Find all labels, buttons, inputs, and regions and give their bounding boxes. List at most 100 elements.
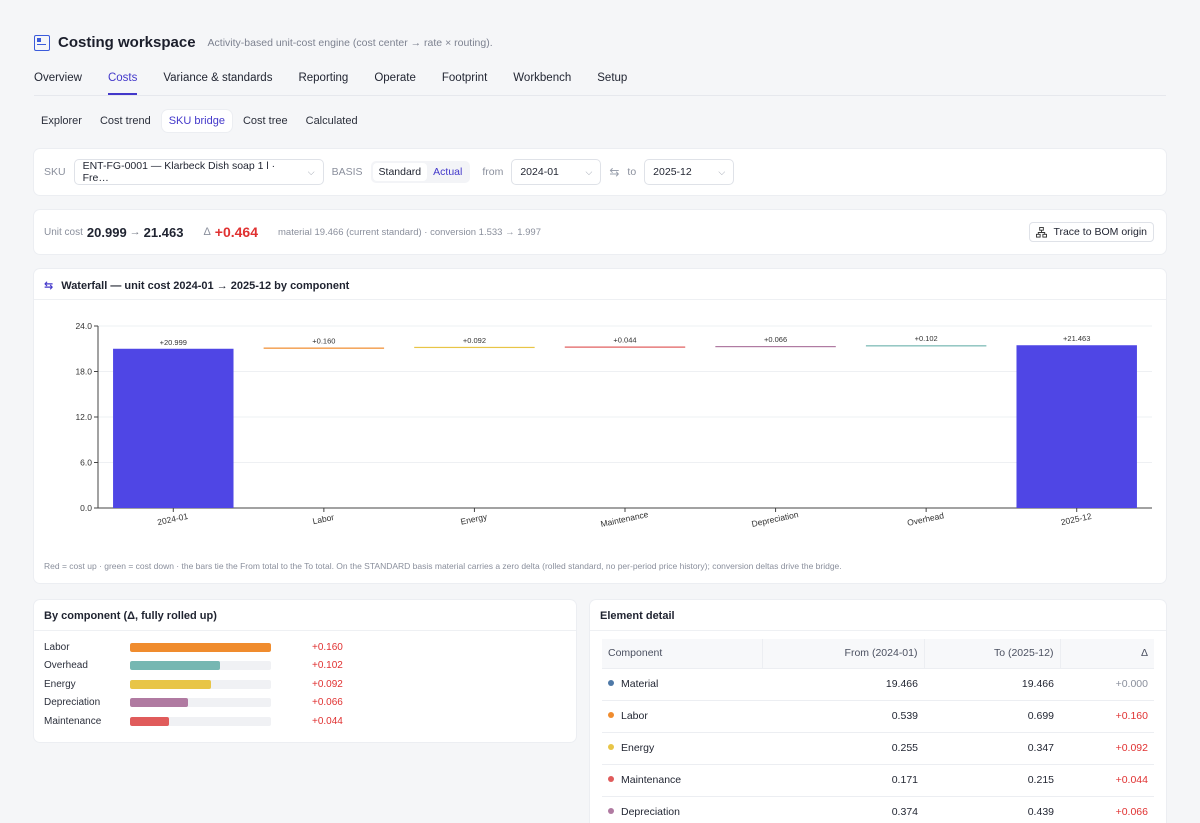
component-delta: +0.066 [312,696,343,708]
component-bar [130,679,212,689]
filter-bar: SKU ENT-FG-0001 — Klarbeck Dish soap 1 l… [34,149,1166,195]
component-bar-track [130,660,271,670]
component-row: Maintenance +0.044 [44,714,364,728]
swap-icon[interactable]: ⇆ [609,165,620,179]
to-period-select[interactable]: 2025-12 ⌵ [644,159,735,185]
hierarchy-icon [1036,226,1048,238]
to-value: 0.439 [924,796,1060,823]
from-period-value: 2024-01 [520,166,559,178]
component-name: Energy [44,678,76,690]
depreciation-color-dot [608,808,614,814]
subtab-cost-trend[interactable]: Cost trend [99,115,151,127]
page-subtitle: Activity-based unit-cost engine (cost ce… [207,36,493,49]
from-period-select[interactable]: 2024-01 ⌵ [511,159,602,185]
waterfall-bar [715,346,836,348]
material-color-dot [608,680,614,686]
tab-footprint[interactable]: Footprint [441,72,488,84]
column-header-delta[interactable]: Δ [1059,639,1154,669]
trace-bom-button[interactable]: Trace to BOM origin [1029,222,1154,242]
bar-value-label: +0.044 [613,336,636,345]
waterfall-bar [564,346,686,348]
from-value: 0.539 [762,700,924,733]
element-detail-title: Element detail [600,610,675,622]
y-tick-label: 12.0 [75,412,92,422]
swap-icon: ⇆ [44,280,54,292]
x-tick-label: Overhead [906,510,945,528]
sku-select[interactable]: ENT-FG-0001 — Klarbeck Dish soap 1 l · F… [73,159,324,185]
arrow-icon: → [129,226,141,238]
component-delta: +0.092 [312,678,343,690]
tab-workbench[interactable]: Workbench [513,72,572,84]
chart-title: Waterfall — unit cost 2024-01 → 2025-12 … [61,279,350,292]
x-tick-label: Maintenance [600,509,650,529]
subtab-calculated[interactable]: Calculated [305,115,358,127]
divider [34,299,1166,300]
divider [590,630,1166,631]
from-value: 0.374 [762,796,924,823]
component-bar-track [130,642,271,652]
waterfall-bar [113,348,234,508]
to-unit-cost: 21.463 [143,224,184,240]
element-detail-card: Element detail Component From (2024-01) … [590,600,1166,823]
tab-overview[interactable]: Overview [34,72,82,84]
unit-cost-label: Unit cost [44,226,83,238]
subtab-sku-bridge[interactable]: SKU bridge [161,110,232,132]
to-value: 19.466 [924,668,1060,701]
bar-value-label: +0.160 [312,337,335,346]
x-tick-label: 2025-12 [1060,511,1093,527]
y-tick-label: 18.0 [75,367,92,377]
labor-color-dot [608,712,614,718]
column-header-from[interactable]: From (2024-01) [761,639,924,669]
table-header-row: Component From (2024-01) To (2025-12) Δ [602,639,1154,669]
energy-color-dot [608,744,614,750]
column-header-component[interactable]: Component [602,639,762,669]
to-value: 0.347 [924,732,1060,765]
component-bar-track [130,679,271,689]
sku-value: ENT-FG-0001 — Klarbeck Dish soap 1 l · F… [82,160,276,184]
bar-value-label: +0.066 [764,335,787,344]
sub-tabs: Explorer Cost trend SKU bridge Cost tree… [34,110,365,132]
trace-bom-label: Trace to BOM origin [1053,226,1147,238]
component-name: Overhead [44,659,88,671]
waterfall-bar [1016,345,1137,508]
table-row[interactable]: Labor 0.539 0.699 +0.160 [602,700,1154,733]
component-bar-track [130,716,271,726]
component-bar [130,642,271,652]
component-row: Energy +0.092 [44,677,364,691]
tab-setup[interactable]: Setup [597,72,628,84]
subtab-explorer[interactable]: Explorer [41,115,82,127]
component-name: Labor [44,641,70,653]
table-row[interactable]: Material 19.466 19.466 +0.000 [602,668,1154,701]
table-row[interactable]: Maintenance 0.171 0.215 +0.044 [602,764,1154,797]
component-delta: +0.044 [312,715,343,727]
basis-standard-option[interactable]: Standard [372,163,428,181]
subtab-cost-tree[interactable]: Cost tree [242,115,288,127]
from-unit-cost: 20.999 [86,224,127,240]
sku-label: SKU [44,166,66,178]
waterfall-bar [414,346,535,349]
divider [34,630,576,631]
tab-reporting[interactable]: Reporting [298,72,349,84]
cost-breakdown-note: material 19.466 (current standard) · con… [278,226,541,238]
component-name: Labor [621,710,648,722]
app-header: Costing workspace Activity-based unit-co… [34,34,493,51]
to-value: 0.215 [924,764,1060,797]
delta-value: +0.160 [1060,700,1154,733]
delta-value: +0.000 [1060,668,1154,701]
by-component-title: By component (Δ, fully rolled up) [44,610,217,622]
by-component-card: By component (Δ, fully rolled up) Labor … [34,600,576,742]
basis-actual-option[interactable]: Actual [433,166,463,178]
component-name: Energy [621,742,655,754]
table-row[interactable]: Energy 0.255 0.347 +0.092 [602,732,1154,765]
table-row[interactable]: Depreciation 0.374 0.439 +0.066 [602,796,1154,823]
component-row: Overhead +0.102 [44,658,364,672]
column-header-to[interactable]: To (2025-12) [923,639,1060,669]
tab-costs[interactable]: Costs [107,72,138,95]
chevron-down-icon: ⌵ [585,166,593,177]
tab-variance-standards[interactable]: Variance & standards [163,72,273,84]
component-row: Labor +0.160 [44,640,364,654]
basis-label: BASIS [331,166,363,178]
tab-operate[interactable]: Operate [374,72,416,84]
from-value: 0.255 [762,732,924,765]
element-detail-table: Component From (2024-01) To (2025-12) Δ … [602,639,1154,823]
